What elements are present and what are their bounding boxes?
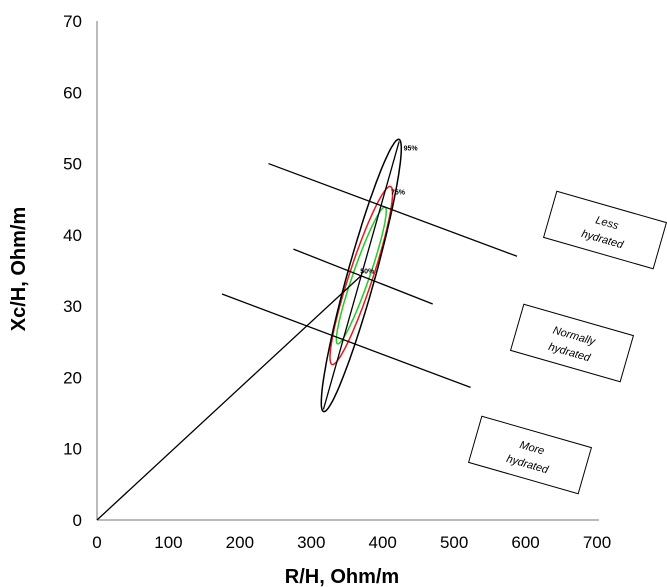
x-tick-label: 700 bbox=[583, 533, 611, 552]
x-axis-title: R/H, Ohm/m bbox=[285, 566, 399, 587]
percent-labels: 50% 75% 95% bbox=[360, 145, 418, 275]
axes bbox=[96, 21, 599, 521]
zone-box-border bbox=[467, 415, 593, 495]
ellipse-midline bbox=[293, 248, 433, 305]
vector-line bbox=[96, 275, 362, 521]
x-tick-label: 400 bbox=[369, 533, 397, 552]
zone-box-border bbox=[542, 190, 667, 270]
threshold-line-2 bbox=[221, 293, 471, 389]
y-tick-label: 20 bbox=[63, 368, 82, 387]
percent-label-95: 95% bbox=[404, 145, 419, 152]
ellipses-and-lines bbox=[96, 138, 518, 521]
percent-label-75: 75% bbox=[391, 190, 406, 197]
y-tick-label: 50 bbox=[63, 155, 82, 174]
tick-labels: 0 100 200 300 400 500 600 700 0 10 20 30 40 50 60 70 bbox=[63, 12, 611, 552]
y-tick-label: 70 bbox=[63, 12, 82, 31]
x-tick-label: 200 bbox=[226, 533, 254, 552]
zone-box-border bbox=[509, 303, 635, 383]
x-tick-label: 500 bbox=[440, 533, 468, 552]
y-tick-label: 30 bbox=[63, 297, 82, 316]
percent-label-50: 50% bbox=[360, 268, 375, 275]
y-axis-title: Xc/H, Ohm/m bbox=[8, 207, 30, 331]
y-tick-label: 60 bbox=[63, 83, 82, 102]
y-tick-label: 40 bbox=[63, 226, 82, 245]
x-tick-label: 300 bbox=[297, 533, 325, 552]
x-tick-label: 600 bbox=[511, 533, 539, 552]
tolerance-ellipse-50 bbox=[335, 206, 387, 345]
y-tick-label: 0 bbox=[73, 511, 82, 530]
y-tick-label: 10 bbox=[63, 440, 82, 459]
x-tick-label: 100 bbox=[154, 533, 182, 552]
tolerance-ellipse-95 bbox=[320, 138, 403, 413]
tolerance-ellipse-75 bbox=[329, 185, 394, 366]
threshold-line-1 bbox=[268, 162, 518, 257]
x-tick-label: 0 bbox=[92, 533, 101, 552]
